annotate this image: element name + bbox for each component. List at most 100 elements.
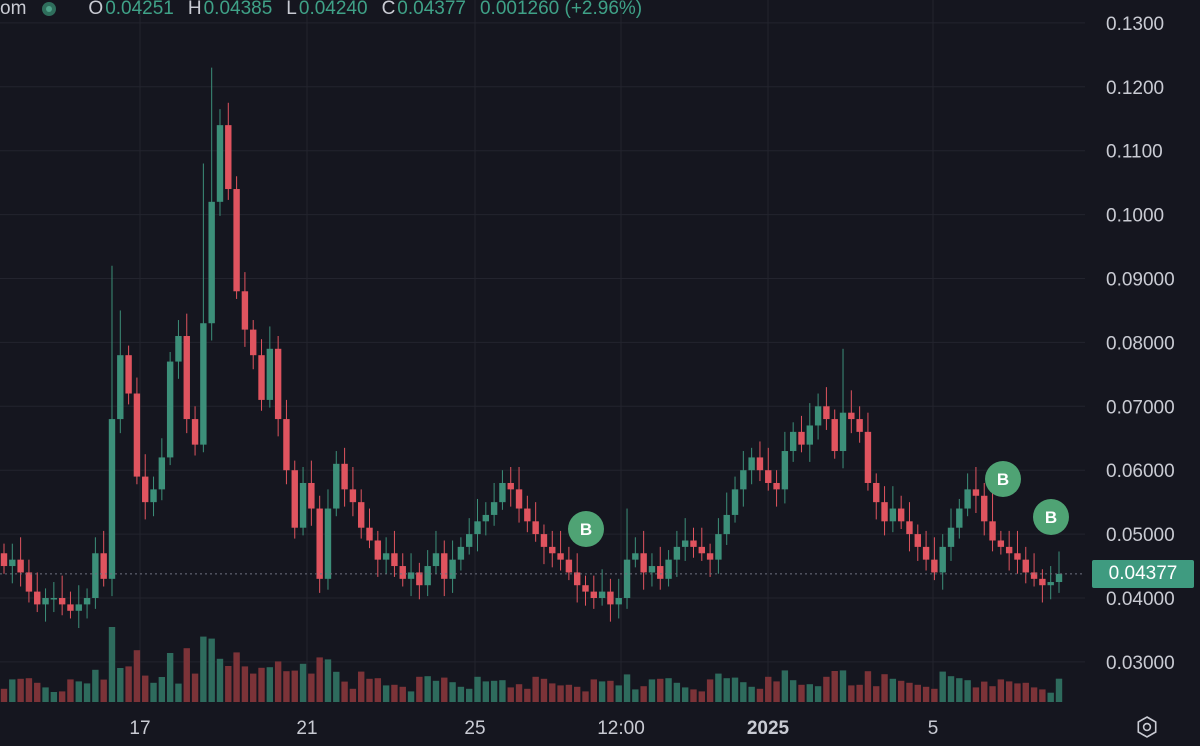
volume-bar [831,671,838,702]
candle-body [831,419,838,452]
candle-body [823,406,830,420]
candle-body [225,125,232,190]
candle-body [507,482,514,490]
volume-bar [266,667,274,702]
volume-bar [781,670,789,702]
candle-body [200,323,207,445]
close-label: C [381,0,396,19]
volume-bar [250,673,257,702]
volume-bar [432,680,440,702]
candle-body [814,406,822,426]
volume-bar [748,686,755,702]
candle-body [58,598,66,605]
volume-bar [258,667,265,702]
candle-body [806,425,813,445]
volume-bar [956,678,963,702]
symbol-label[interactable]: om [0,0,27,19]
volume-bar [0,688,8,702]
candle-body [1047,582,1054,586]
volume-bar [108,627,116,702]
candle-body [25,572,33,592]
volume-bar [34,682,41,702]
volume-bar [1055,678,1063,702]
volume-bar [681,687,689,702]
volume-bar [540,678,548,702]
candle-body [299,482,307,528]
candle-body [632,553,639,560]
candle-body [482,514,490,522]
y-tick-label: 0.1000 [1106,206,1164,227]
candle-body [549,546,556,554]
candle-body [316,508,323,579]
candle-body [166,361,174,458]
low-label: L [286,0,297,19]
candle-body [532,521,539,535]
volume-bar [665,678,672,702]
buy-marker[interactable]: B [568,511,604,547]
open-label: O [88,0,104,19]
candle-body [349,489,357,503]
volume-bar [175,683,182,702]
volume-bar [765,676,772,702]
volume-bar [823,676,830,702]
volume-bar [358,671,365,702]
volume-bar [706,679,714,702]
volume-bar [515,684,523,702]
volume-bar [557,685,564,702]
candle-body [67,604,74,611]
candle-body [914,534,921,547]
candle-body [673,546,681,560]
buy-marker[interactable]: B [985,461,1021,497]
candle-body [382,553,390,560]
candle-body [690,540,697,547]
volume-bar [598,681,606,702]
candle-body [623,559,631,598]
volume-bar [839,670,847,702]
y-tick-label: 0.06000 [1106,461,1175,482]
candle-body [997,540,1005,547]
volume-bar [1030,687,1038,702]
candle-body [607,591,614,605]
volume-bar [615,685,622,702]
chart-grid [0,0,1085,702]
volume-bar [366,678,373,702]
candle-body [266,348,274,400]
candle-body [781,451,789,490]
volume-bar [590,679,598,702]
candle-body [416,572,423,586]
candle-body [706,553,714,560]
buy-markers[interactable]: B B B [568,461,1069,547]
candle-body [92,553,99,598]
y-tick-label: 0.03000 [1106,653,1175,674]
volume-bar [931,688,938,702]
candle-body [9,559,16,567]
candle-body [449,559,456,579]
gear-icon[interactable] [1136,716,1158,738]
candle-body [499,482,506,503]
volume-bar [715,673,722,702]
high-label: H [187,0,202,19]
candle-body [922,546,930,560]
candle-body [133,393,141,477]
candle-body [208,201,215,324]
buy-marker[interactable]: B [1033,499,1069,535]
candle-body [789,431,797,452]
candle-body [117,355,124,420]
x-tick-label: 5 [928,718,939,739]
candle-body [590,591,598,598]
volume-bar [92,669,99,702]
volume-bar [632,689,639,702]
volume-bar [283,671,290,702]
volume-bar [150,682,157,702]
volume-bar [947,676,955,702]
x-tick-label: 21 [296,718,317,739]
volume-bar [482,681,490,702]
candle-body [341,463,348,490]
volume-bar [457,686,465,702]
candle-body [889,508,897,522]
candle-body [856,419,863,432]
volume-bar [233,652,240,702]
volume-bar [657,678,664,702]
candle-body [681,540,689,547]
